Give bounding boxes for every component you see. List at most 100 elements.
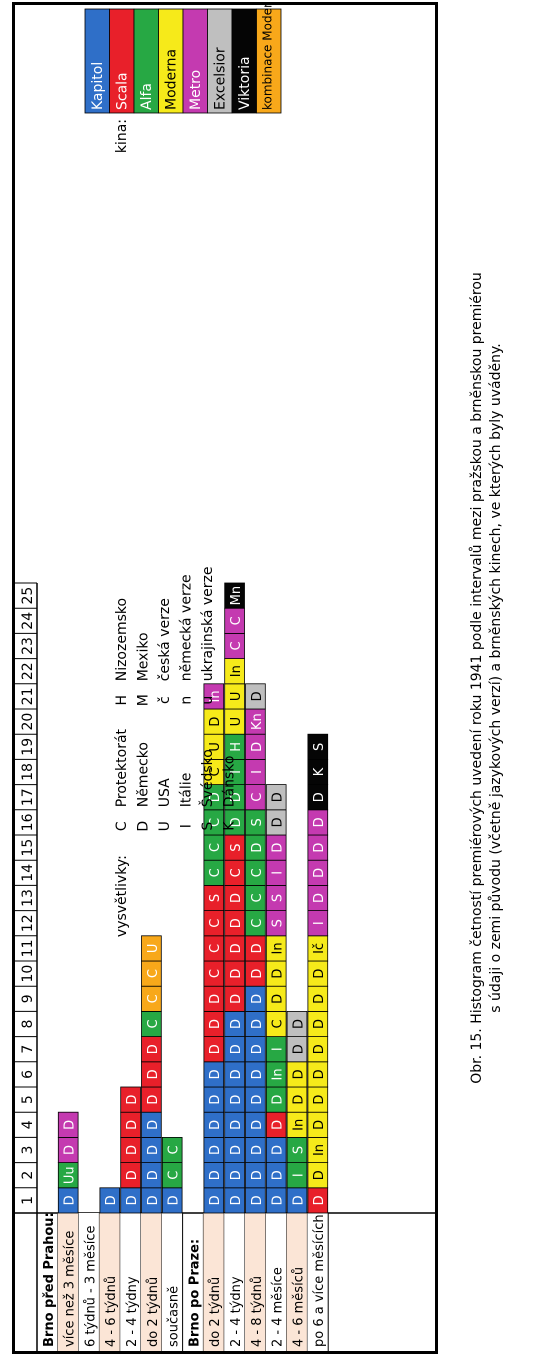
cell-label: C bbox=[208, 944, 223, 953]
cell-label: U bbox=[146, 944, 161, 954]
cell-label: D bbox=[250, 1019, 265, 1029]
cell-label: D bbox=[271, 994, 286, 1004]
cell-label: D bbox=[146, 1195, 161, 1205]
cell-label: D bbox=[250, 969, 265, 979]
cell-label: D bbox=[125, 1120, 140, 1130]
cell-label: D bbox=[291, 1044, 306, 1054]
cell-label: C bbox=[208, 919, 223, 928]
cell-label: D bbox=[250, 943, 265, 953]
column-number: 1 bbox=[20, 1196, 36, 1205]
column-number: 16 bbox=[20, 813, 36, 831]
cell-label: C bbox=[167, 1145, 182, 1154]
cell-label: D bbox=[146, 1170, 161, 1180]
cell-label: D bbox=[312, 1195, 327, 1205]
cell-label: C bbox=[208, 767, 223, 776]
explanation-code: u bbox=[200, 696, 216, 705]
cell-label: S bbox=[271, 894, 286, 902]
cell-label: D bbox=[312, 1069, 327, 1079]
row-label-bg bbox=[141, 1213, 162, 1351]
cell-label: U bbox=[229, 692, 244, 702]
cell-label: D bbox=[312, 1120, 327, 1130]
cell-label: D bbox=[312, 792, 327, 802]
histogram-chart: 1234567891011121314151617181920212223242… bbox=[15, 5, 435, 1351]
cell-label: D bbox=[312, 893, 327, 903]
column-number: 23 bbox=[20, 637, 36, 655]
cell-label: I bbox=[291, 1173, 306, 1177]
explanation-meaning: česká verze bbox=[157, 598, 173, 681]
explanation-code: n bbox=[179, 696, 195, 705]
cell-label: D bbox=[229, 817, 244, 827]
cell-label: D bbox=[146, 1069, 161, 1079]
explanation-code: S bbox=[200, 822, 216, 831]
column-number: 4 bbox=[20, 1120, 36, 1129]
chart-frame: 1 2 3 4 5 6 7 8 9 10 11 12 13 14 15 16 17 18 19 20 21 22 23 24 2… bbox=[12, 2, 438, 1354]
cell-label: D bbox=[229, 1145, 244, 1155]
column-number: 24 bbox=[20, 612, 36, 630]
cell-label: D bbox=[250, 1095, 265, 1105]
cinemas-label: kina: bbox=[114, 119, 130, 153]
explanation-code: M bbox=[136, 694, 152, 706]
column-number: 19 bbox=[20, 738, 36, 756]
explanation-meaning: německá verze bbox=[179, 574, 195, 681]
histogram-cell bbox=[203, 683, 225, 710]
row-label: 4 - 8 týdnů bbox=[250, 1276, 265, 1347]
cell-label: S bbox=[208, 894, 223, 902]
cell-label: D bbox=[208, 1044, 223, 1054]
row-label-bg bbox=[161, 1213, 183, 1351]
row-label-bg bbox=[99, 1213, 121, 1351]
column-number: 6 bbox=[20, 1070, 36, 1079]
column-number: 9 bbox=[20, 994, 36, 1003]
cell-label: C bbox=[208, 843, 223, 852]
cell-label: D bbox=[229, 994, 244, 1004]
cell-label: D bbox=[229, 1120, 244, 1130]
cell-label: D bbox=[125, 1195, 140, 1205]
legend-label: Scala bbox=[115, 72, 131, 110]
cell-label: D bbox=[167, 1195, 182, 1205]
cell-label: I bbox=[312, 921, 327, 925]
cell-label: D bbox=[312, 1019, 327, 1029]
cell-label: Kn bbox=[250, 713, 265, 730]
explanation-code: C bbox=[114, 821, 130, 831]
row-label-bg bbox=[120, 1213, 141, 1351]
cell-label: In bbox=[312, 1144, 327, 1156]
chart-rotated-layer: 1 2 3 4 5 6 7 8 9 10 11 12 13 14 15 16 17 18 19 20 21 22 23 24 2… bbox=[15, 5, 435, 1351]
histogram-cell bbox=[307, 733, 329, 760]
legend-label: Kapitol bbox=[90, 62, 106, 110]
cell-label: C bbox=[229, 868, 244, 877]
column-number: 7 bbox=[20, 1045, 36, 1054]
cell-label: I bbox=[271, 871, 286, 875]
cell-label: D bbox=[250, 1120, 265, 1130]
histogram-cell bbox=[99, 1187, 121, 1214]
cell-label: C bbox=[146, 969, 161, 978]
histogram-cell bbox=[286, 1011, 308, 1038]
cell-label: D bbox=[250, 1170, 265, 1180]
cell-label: I bbox=[250, 770, 265, 774]
legend-label: Viktoria bbox=[237, 56, 253, 110]
explanation-meaning: USA bbox=[157, 778, 173, 807]
column-number: 25 bbox=[20, 587, 36, 605]
legend-label: Excelsior bbox=[213, 47, 229, 110]
explanation-meaning: Švédsko bbox=[198, 749, 216, 807]
cell-label: C bbox=[250, 919, 265, 928]
row-label: do 2 týdnů bbox=[146, 1277, 161, 1347]
cell-label: D bbox=[291, 1195, 306, 1205]
cell-label: D bbox=[146, 1044, 161, 1054]
cell-label: D bbox=[208, 792, 223, 802]
cell-label: C bbox=[250, 793, 265, 802]
cell-label: D bbox=[208, 1145, 223, 1155]
caption-line-1: Obr. 15. Histogram četností premiérových… bbox=[469, 272, 485, 1084]
cell-label: D bbox=[229, 1069, 244, 1079]
cell-label: D bbox=[125, 1170, 140, 1180]
cell-label: D bbox=[208, 994, 223, 1004]
row-label: více než 3 měsíce bbox=[63, 1231, 78, 1347]
cell-label: D bbox=[271, 1120, 286, 1130]
cell-label: S bbox=[291, 1146, 306, 1154]
histogram-cell bbox=[224, 582, 245, 609]
row-label-bg bbox=[245, 1213, 266, 1351]
cell-label: D bbox=[208, 1195, 223, 1205]
histogram-cell bbox=[161, 1137, 183, 1164]
cell-label: D bbox=[271, 843, 286, 853]
section-title: Brno před Prahou: bbox=[42, 1212, 57, 1347]
cell-label: S bbox=[271, 919, 286, 927]
row-label-bg bbox=[307, 1213, 329, 1351]
